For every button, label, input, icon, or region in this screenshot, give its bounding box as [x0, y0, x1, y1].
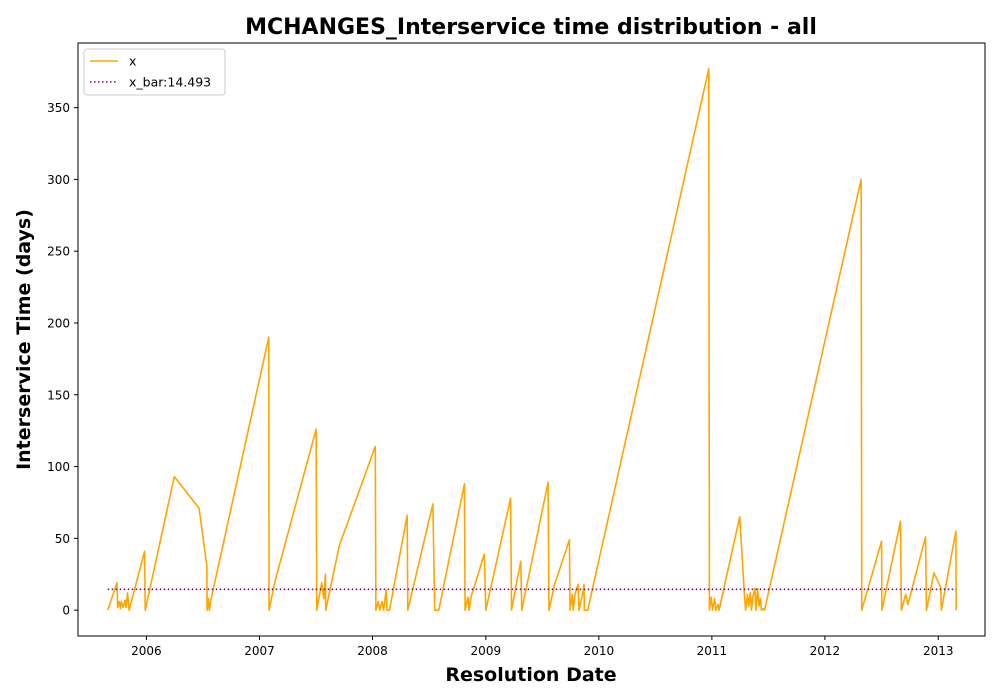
- x-tick-label: 2009: [471, 644, 502, 658]
- x-tick-label: 2007: [244, 644, 275, 658]
- y-axis-label: Interservice Time (days): [13, 209, 35, 470]
- legend-label-x-bar: x_bar:14.493: [129, 75, 211, 90]
- x-tick-label: 2013: [923, 644, 954, 658]
- legend: x x_bar:14.493: [83, 48, 226, 96]
- y-tick-label: 350: [47, 101, 70, 115]
- legend-frame: [83, 48, 226, 96]
- series-line-x: [106, 68, 958, 611]
- x-tick-label: 2010: [584, 644, 615, 658]
- y-tick-label: 150: [47, 388, 70, 402]
- x-tick-label: 2011: [697, 644, 728, 658]
- x-axis-label: Resolution Date: [445, 664, 616, 686]
- y-tick-label: 200: [47, 316, 70, 330]
- x-tick-label: 2006: [131, 644, 162, 658]
- y-tick-label: 300: [47, 173, 70, 187]
- y-tick-label: 100: [47, 460, 70, 474]
- x-axis-ticks: 2006 2007 2008 2009 2010 2011 2012 2013: [131, 636, 954, 658]
- y-tick-label: 0: [62, 604, 70, 618]
- x-tick-label: 2008: [357, 644, 388, 658]
- x-tick-label: 2012: [810, 644, 841, 658]
- y-tick-label: 250: [47, 245, 70, 259]
- series-layer: [106, 68, 958, 611]
- y-tick-label: 50: [55, 532, 70, 546]
- plot-area: [77, 42, 986, 637]
- y-axis-ticks: 0 50 100 150 200 250 300 350: [47, 101, 78, 618]
- legend-label-x: x: [129, 54, 136, 69]
- chart-title: MCHANGES_Interservice time distribution …: [245, 15, 817, 40]
